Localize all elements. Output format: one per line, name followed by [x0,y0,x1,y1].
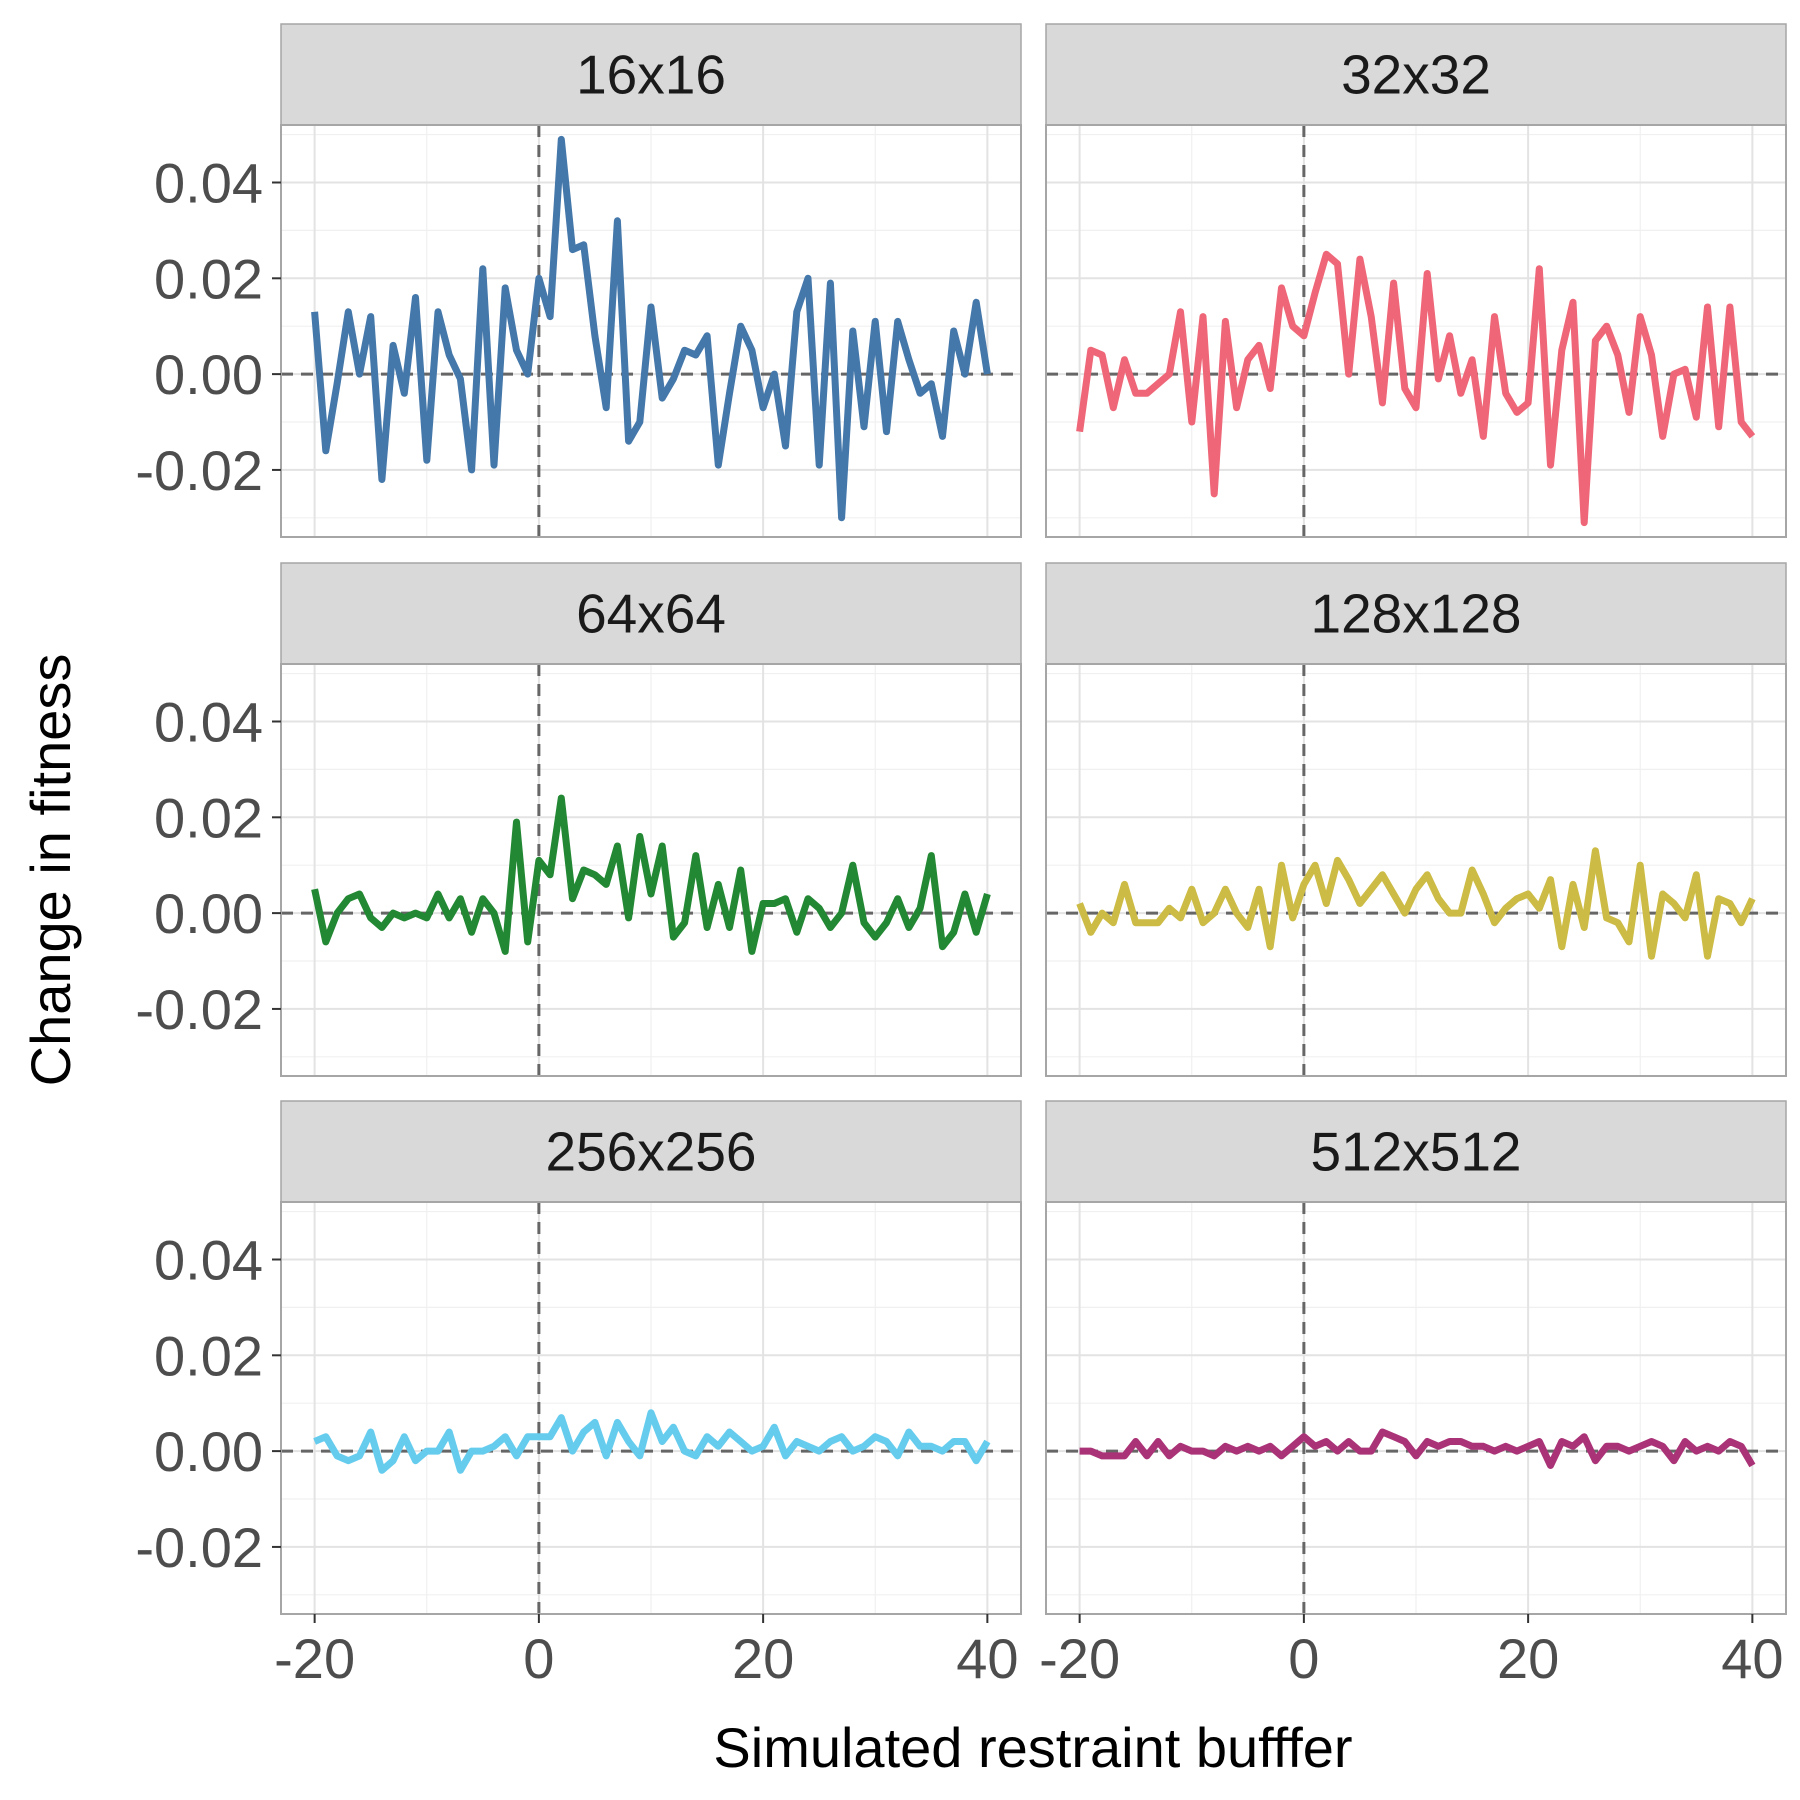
strip-background [280,1100,1022,1203]
facet-panels: 16x16 -0.02 0.00 0.02 0.04 32x32 64x64 -0.02 0.0… [135,23,1787,1690]
x-tick-label: 40 [1721,1627,1783,1690]
strip-label: 128x128 [1310,583,1521,645]
panel-border [1045,124,1787,538]
y-tick-label: 0.04 [154,690,263,753]
panel-16x16: 16x16 -0.02 0.00 0.02 0.04 [135,23,1022,538]
strip-label: 64x64 [576,583,726,645]
series-line-128x128 [1076,847,1756,960]
strip-background [1045,562,1787,665]
panel-border [280,663,1022,1077]
x-tick-label: 40 [956,1627,1018,1690]
panel-border [280,124,1022,538]
y-tick-label: -0.02 [135,1516,263,1579]
x-tick-label: -20 [1039,1627,1120,1690]
y-tick-label: 0.00 [154,343,263,406]
strip-label: 256x256 [545,1121,756,1183]
y-tick-label: 0.02 [154,1324,263,1387]
x-tick-label: 20 [732,1627,794,1690]
panel-border [280,1201,1022,1615]
y-tick-label: 0.02 [154,247,263,310]
y-axis-title: Change in fitness [19,654,82,1087]
panel-32x32: 32x32 [1045,23,1787,538]
x-tick-label: 0 [1288,1627,1319,1690]
y-tick-label: 0.02 [154,786,263,849]
x-tick-label: -20 [274,1627,355,1690]
strip-background [1045,23,1787,126]
x-axis-title: Simulated restraint bufffer [713,1716,1352,1779]
panel-border [1045,1201,1787,1615]
y-tick-label: 0.00 [154,1420,263,1483]
y-tick-label: 0.04 [154,151,263,214]
series-line-512x512 [1079,1428,1756,1469]
series-line-64x64 [311,794,991,955]
strip-label: 512x512 [1310,1121,1521,1183]
y-tick-label: 0.00 [154,882,263,945]
y-tick-label: 0.04 [154,1228,263,1291]
panel-border [1045,663,1787,1077]
strip-label: 16x16 [576,44,726,106]
series-line-16x16 [311,135,991,522]
panel-64x64: 64x64 -0.02 0.00 0.02 0.04 [135,562,1022,1077]
panel-128x128: 128x128 [1045,562,1787,1077]
y-tick-label: -0.02 [135,439,263,502]
series-line-32x32 [1076,250,1756,527]
strip-label: 32x32 [1341,44,1491,106]
strip-background [280,23,1022,126]
panel-256x256: 256x256 -0.02 0.00 0.02 0.04 -20 0 20 40 [135,1100,1022,1690]
x-tick-label: 0 [523,1627,554,1690]
panel-512x512: 512x512 -20 0 20 40 [1039,1100,1787,1690]
x-tick-label: 20 [1497,1627,1559,1690]
series-line-256x256 [313,1409,991,1474]
strip-background [280,562,1022,665]
y-tick-label: -0.02 [135,978,263,1041]
